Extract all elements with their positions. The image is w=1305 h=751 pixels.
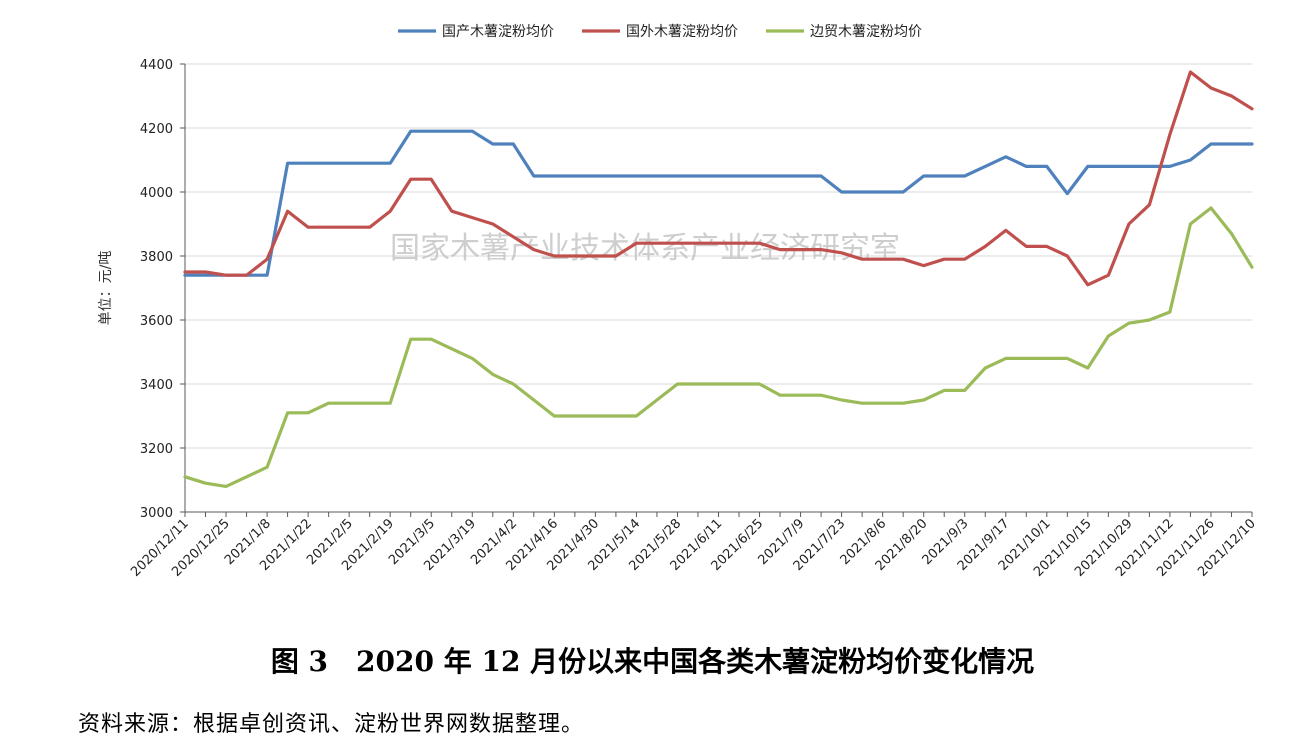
y-tick-labels: 3000 3200 3400 3600 3800 4000 4200 4400	[140, 58, 173, 521]
legend-label-2: 边贸木薯淀粉均价	[810, 24, 922, 40]
y-tick-label: 4000	[140, 186, 173, 201]
y-tick-label: 4400	[140, 58, 173, 73]
y-tick-label: 3400	[140, 378, 173, 393]
figure-caption: 图 3 2020 年 12 月份以来中国各类木薯淀粉均价变化情况	[270, 645, 1035, 678]
y-tick-label: 3000	[140, 506, 173, 521]
series-line-2	[183, 206, 1254, 488]
x-tick-labels: 2020/12/112020/12/252021/1/82021/1/22202…	[128, 516, 1259, 580]
series-lines	[183, 70, 1254, 488]
series-line-1	[183, 70, 1254, 287]
axes	[180, 63, 1253, 517]
y-tick-label: 3800	[140, 250, 173, 265]
y-tick-label: 3600	[140, 314, 173, 329]
y-tick-label: 3200	[140, 442, 173, 457]
line-chart: 3000 3200 3400 3600 3800 4000 4200 4400 2020/12…	[98, 24, 1259, 580]
legend-label-1: 国外木薯淀粉均价	[626, 24, 738, 40]
grid-lines	[185, 63, 1252, 449]
legend: 国产木薯淀粉均价 国外木薯淀粉均价 边贸木薯淀粉均价	[398, 24, 922, 40]
source-note: 资料来源：根据卓创资讯、淀粉世界网数据整理。	[78, 712, 585, 737]
y-axis-label: 单位：元/吨	[98, 251, 114, 326]
legend-label-0: 国产木薯淀粉均价	[442, 24, 554, 40]
y-tick-label: 4200	[140, 122, 173, 137]
series-line-0	[183, 129, 1254, 277]
